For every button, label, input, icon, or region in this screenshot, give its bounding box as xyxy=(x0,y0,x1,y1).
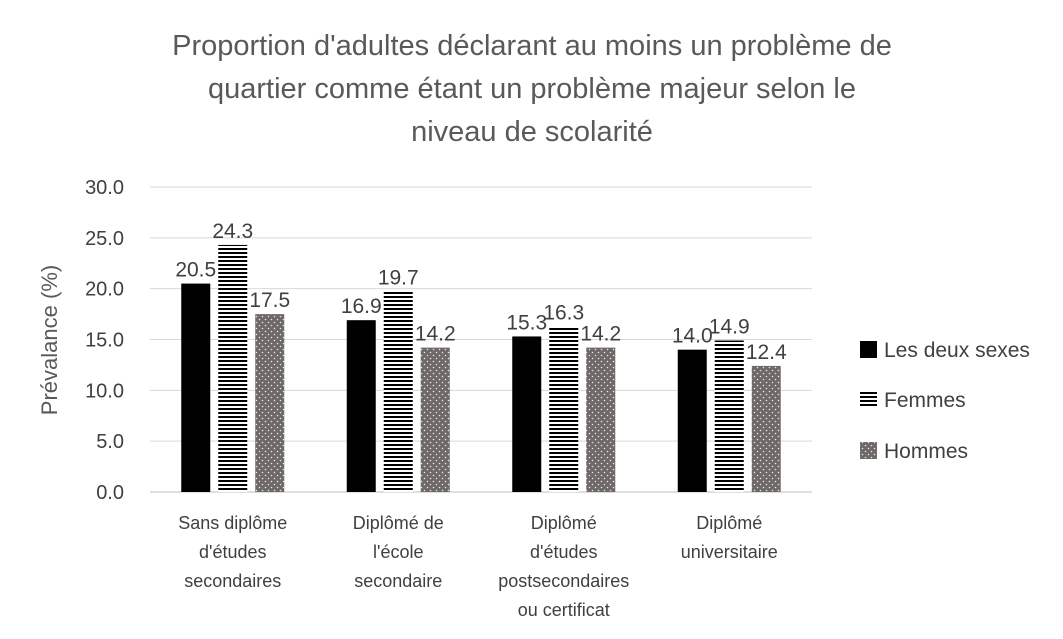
data-label: 14.9 xyxy=(709,316,750,339)
category-label: ou certificat xyxy=(518,600,610,620)
legend: Les deux sexes Femmes Hommes xyxy=(860,339,1030,463)
category-label: d'études xyxy=(530,542,598,562)
bar xyxy=(255,314,285,492)
bar xyxy=(677,349,707,492)
bar xyxy=(383,291,413,492)
data-label: 16.9 xyxy=(341,295,382,318)
category-label: secondaires xyxy=(184,571,281,591)
bar xyxy=(420,347,450,492)
legend-label: Hommes xyxy=(884,440,968,463)
bar xyxy=(586,347,616,492)
category-label: Diplômé xyxy=(531,513,597,533)
chart-title-line: quartier comme étant un problème majeur … xyxy=(208,73,856,105)
data-label: 12.4 xyxy=(746,341,787,364)
data-label: 15.3 xyxy=(506,311,547,334)
y-tick-label: 15.0 xyxy=(85,330,124,352)
category-label: universitaire xyxy=(681,542,778,562)
x-axis-categories: Sans diplôme d'études secondaires Diplômé d… xyxy=(178,513,778,620)
data-label: 20.5 xyxy=(175,259,216,282)
category-label: postsecondaires xyxy=(498,571,629,591)
bar xyxy=(714,340,744,492)
category-label: l'école xyxy=(373,542,423,562)
legend-swatch xyxy=(860,341,877,358)
bars xyxy=(181,244,781,492)
bar xyxy=(549,326,579,492)
data-label: 24.3 xyxy=(212,220,253,243)
bar xyxy=(218,244,248,492)
y-axis-ticks: 0.0 5.0 10.0 15.0 20.0 25.0 30.0 xyxy=(85,177,124,504)
category-label: Diplômé xyxy=(696,513,762,533)
legend-swatch xyxy=(860,391,877,408)
category-label: Sans diplôme xyxy=(178,513,287,533)
y-tick-label: 20.0 xyxy=(85,279,124,301)
y-tick-label: 10.0 xyxy=(85,380,124,402)
y-tick-label: 25.0 xyxy=(85,228,124,250)
legend-swatch xyxy=(860,442,877,459)
data-label: 16.3 xyxy=(543,301,584,324)
bar xyxy=(512,336,542,492)
data-label: 14.2 xyxy=(580,323,621,346)
chart-title-line: niveau de scolarité xyxy=(411,116,653,148)
data-label: 17.5 xyxy=(249,289,290,312)
chart-title: Proportion d'adultes déclarant au moins … xyxy=(172,30,892,148)
y-axis-title: Prévalance (%) xyxy=(37,265,62,415)
y-tick-label: 30.0 xyxy=(85,177,124,199)
legend-label: Femmes xyxy=(884,389,966,412)
bar xyxy=(751,365,781,492)
data-labels: 20.5 16.9 15.3 14.0 24.3 19.7 16.3 14.9 17.5 14.2… xyxy=(175,220,787,364)
data-label: 14.2 xyxy=(415,323,456,346)
category-label: secondaire xyxy=(354,571,442,591)
y-tick-label: 5.0 xyxy=(96,431,124,453)
bar xyxy=(181,283,211,492)
category-label: d'études xyxy=(199,542,267,562)
y-tick-label: 0.0 xyxy=(96,482,124,504)
legend-label: Les deux sexes xyxy=(884,339,1030,362)
bar xyxy=(346,320,376,492)
category-label: Diplômé de xyxy=(353,513,444,533)
chart-title-line: Proportion d'adultes déclarant au moins … xyxy=(172,30,892,62)
data-label: 14.0 xyxy=(672,325,713,348)
data-label: 19.7 xyxy=(378,267,419,290)
